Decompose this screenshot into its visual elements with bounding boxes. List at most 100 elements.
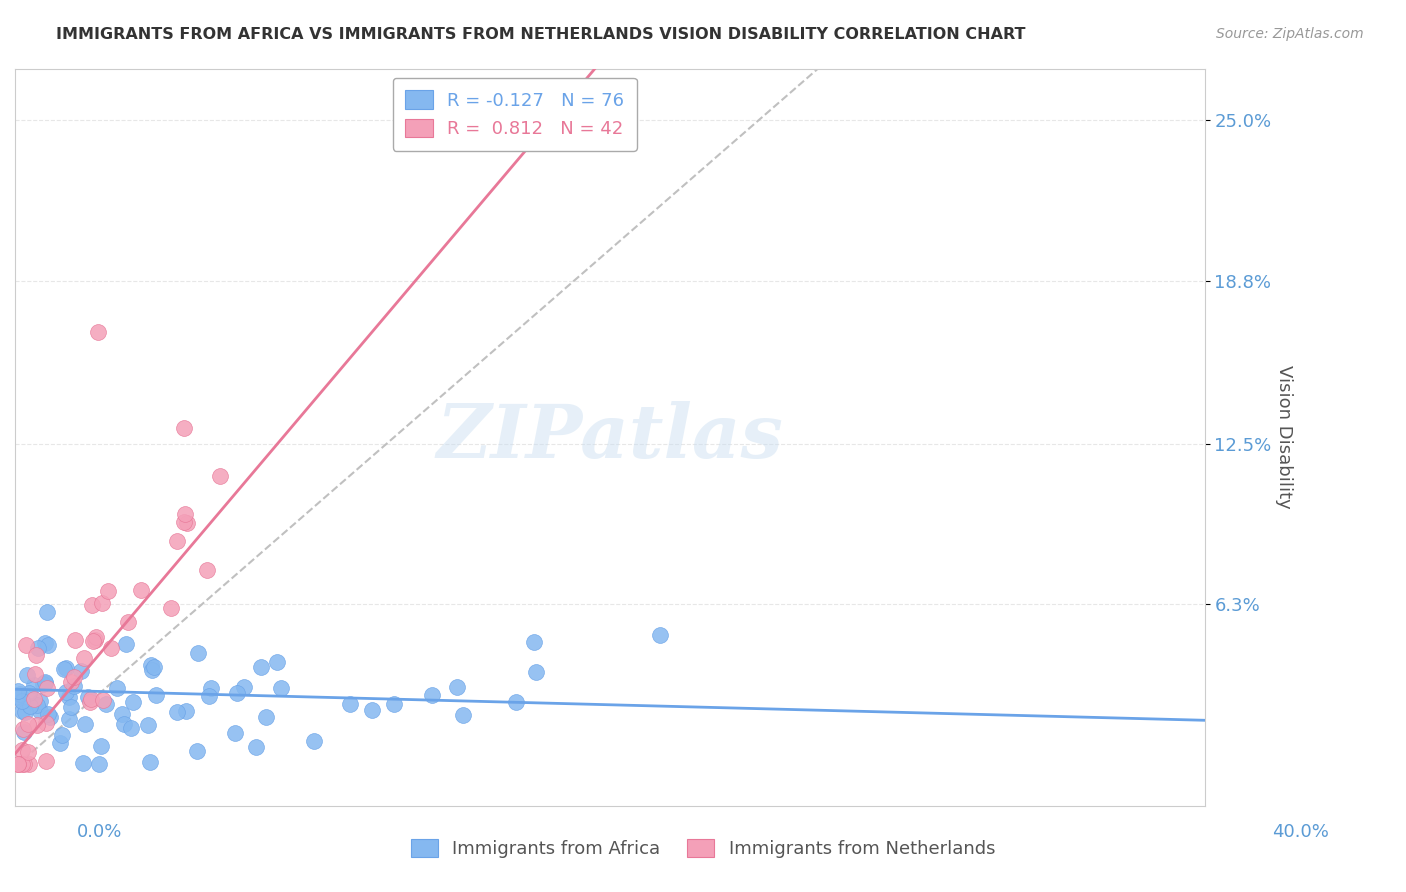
Point [11, 722, 34, 736]
Point [97, 584, 120, 599]
Point [117, 615, 139, 630]
Point [121, 695, 143, 709]
Text: Source: ZipAtlas.com: Source: ZipAtlas.com [1216, 27, 1364, 41]
Point [87, 757, 110, 772]
Point [446, 680, 468, 694]
Point [39, 710, 62, 724]
Point [13, 757, 35, 772]
Point [120, 721, 142, 735]
Point [65, 632, 87, 647]
Point [131, 583, 153, 598]
Text: ZIPatlas: ZIPatlas [436, 401, 783, 474]
Point [34, 676, 56, 690]
Point [58, 690, 80, 704]
Point [35, 715, 58, 730]
Point [270, 681, 292, 695]
Point [84, 630, 107, 644]
Point [22, 691, 45, 706]
Point [22, 678, 45, 692]
Point [7, 684, 30, 698]
Point [82, 633, 104, 648]
Point [7, 757, 30, 772]
Point [91, 693, 114, 707]
Point [145, 688, 167, 702]
Point [80, 598, 103, 612]
Point [232, 681, 254, 695]
Point [141, 663, 163, 677]
Point [62, 679, 84, 693]
Point [37, 605, 59, 619]
Point [143, 659, 166, 673]
Point [79, 695, 101, 709]
Point [226, 686, 249, 700]
Point [35, 754, 58, 768]
Point [524, 665, 547, 679]
Point [37, 639, 59, 653]
Point [30, 704, 52, 718]
Point [195, 563, 218, 577]
Point [209, 468, 232, 483]
Point [27, 698, 49, 712]
Point [48, 736, 70, 750]
Point [176, 516, 198, 530]
Point [55, 685, 77, 699]
Point [35, 681, 58, 695]
Point [17, 717, 39, 731]
Point [91, 596, 114, 610]
Legend: Immigrants from Africa, Immigrants from Netherlands: Immigrants from Africa, Immigrants from … [404, 831, 1002, 865]
Point [138, 717, 160, 731]
Point [10, 757, 32, 772]
Point [224, 725, 246, 739]
Point [7, 690, 30, 704]
Point [648, 628, 671, 642]
Point [254, 710, 277, 724]
Point [382, 697, 405, 711]
Point [451, 707, 474, 722]
Point [160, 600, 183, 615]
Point [13, 724, 35, 739]
Point [166, 705, 188, 719]
Point [77, 690, 100, 705]
Point [69, 664, 91, 678]
Point [505, 695, 527, 709]
Point [420, 688, 443, 702]
Point [200, 681, 222, 695]
Text: 40.0%: 40.0% [1272, 823, 1329, 841]
Point [166, 533, 188, 548]
Point [186, 743, 208, 757]
Point [58, 712, 80, 726]
Point [198, 690, 221, 704]
Point [11, 743, 34, 757]
Point [112, 716, 135, 731]
Point [100, 640, 122, 655]
Point [139, 755, 162, 769]
Point [31, 677, 53, 691]
Point [90, 739, 112, 753]
Point [173, 515, 195, 529]
Point [14, 639, 37, 653]
Point [302, 734, 325, 748]
Point [55, 661, 77, 675]
Point [174, 507, 197, 521]
Point [80, 692, 103, 706]
Point [339, 697, 361, 711]
Point [20, 698, 42, 713]
Point [7, 757, 30, 772]
Point [24, 667, 46, 681]
Point [51, 728, 73, 742]
Point [8, 687, 31, 701]
Point [94, 697, 117, 711]
Point [105, 681, 128, 695]
Point [187, 646, 209, 660]
Point [14, 706, 37, 720]
Text: IMMIGRANTS FROM AFRICA VS IMMIGRANTS FROM NETHERLANDS VISION DISABILITY CORRELAT: IMMIGRANTS FROM AFRICA VS IMMIGRANTS FRO… [56, 27, 1026, 42]
Point [11, 694, 34, 708]
Point [73, 650, 96, 665]
Text: 0.0%: 0.0% [77, 823, 122, 841]
Point [176, 704, 198, 718]
Point [17, 686, 39, 700]
Point [59, 700, 82, 714]
Point [37, 707, 59, 722]
Point [139, 657, 162, 672]
Point [72, 756, 94, 770]
